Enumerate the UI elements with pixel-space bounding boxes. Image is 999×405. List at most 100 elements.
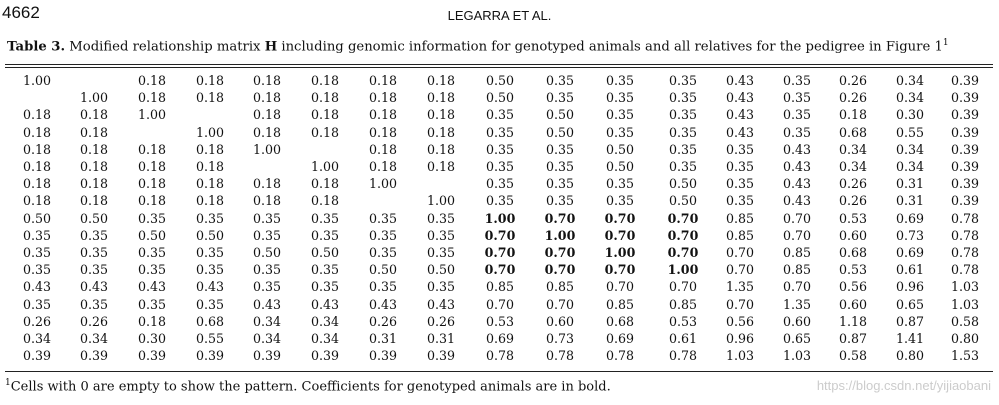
matrix-cell: 0.35 bbox=[545, 159, 575, 174]
matrix-cell: 0.39 bbox=[950, 193, 980, 209]
matrix-cell: 0.70 bbox=[668, 279, 698, 295]
matrix-cell: 0.78 bbox=[950, 227, 980, 243]
matrix-cell: 0.70 bbox=[725, 296, 755, 312]
matrix-cell: 0.61 bbox=[668, 331, 698, 346]
matrix-cell: 0.60 bbox=[838, 227, 868, 243]
matrix-cell: 0.43 bbox=[725, 90, 755, 106]
footnote-mark: 1 bbox=[942, 38, 949, 48]
matrix-cell: 0.53 bbox=[485, 313, 515, 329]
matrix-cell: 0.18 bbox=[79, 159, 109, 174]
matrix-cell: 0.43 bbox=[782, 176, 812, 192]
matrix-cell: 0.39 bbox=[79, 348, 109, 364]
matrix-cell: 0.78 bbox=[605, 348, 635, 364]
matrix-cell: 0.18 bbox=[426, 124, 456, 140]
matrix-cell: 1.00 bbox=[310, 159, 340, 174]
matrix-cell: 0.70 bbox=[725, 245, 755, 260]
matrix-cell: 0.65 bbox=[782, 331, 812, 346]
matrix-cell: 0.35 bbox=[195, 262, 225, 278]
matrix-cell: 0.18 bbox=[22, 107, 52, 123]
matrix-cell: 0.69 bbox=[605, 331, 635, 346]
matrix-cell: 0.31 bbox=[895, 176, 925, 192]
matrix-cell: 0.26 bbox=[838, 73, 868, 88]
matrix-cell: 0.70 bbox=[667, 245, 699, 260]
caption-text: including genomic information for genoty… bbox=[277, 39, 943, 55]
matrix-cell: 0.56 bbox=[725, 313, 755, 329]
caption: Table 3. Modified relationship matrix H … bbox=[7, 38, 949, 54]
matrix-cell: 0.18 bbox=[368, 73, 398, 88]
matrix-cell: 0.85 bbox=[782, 262, 812, 278]
matrix-cell: 0.34 bbox=[252, 313, 282, 329]
matrix-cell: 0.50 bbox=[485, 73, 515, 88]
matrix-cell: 0.18 bbox=[195, 141, 225, 157]
matrix-cell: 0.34 bbox=[252, 331, 282, 346]
matrix-cell: 0.35 bbox=[485, 124, 515, 140]
matrix-cell: 0.18 bbox=[137, 90, 167, 106]
matrix-cell: 0.43 bbox=[782, 159, 812, 174]
matrix-cell: 0.70 bbox=[484, 227, 516, 243]
matrix-cell: 0.35 bbox=[725, 159, 755, 174]
matrix-cell: 0.78 bbox=[545, 348, 575, 364]
matrix-cell: 0.18 bbox=[79, 124, 109, 140]
matrix-cell: 0.18 bbox=[137, 176, 167, 192]
matrix-cell: 0.58 bbox=[950, 313, 980, 329]
matrix-cell: 0.69 bbox=[895, 210, 925, 226]
matrix-cell: 0.18 bbox=[838, 107, 868, 123]
matrix-cell: 0.43 bbox=[252, 296, 282, 312]
matrix-cell: 0.18 bbox=[22, 141, 52, 157]
matrix-cell: 0.35 bbox=[368, 245, 398, 260]
matrix-cell: 0.43 bbox=[310, 296, 340, 312]
matrix-cell: 1.00 bbox=[195, 124, 225, 140]
matrix-cell: 0.85 bbox=[605, 296, 635, 312]
matrix-cell: 0.43 bbox=[22, 279, 52, 295]
matrix-cell: 0.85 bbox=[725, 227, 755, 243]
footnote-mark: 1 bbox=[5, 378, 11, 388]
matrix-cell: 0.96 bbox=[895, 279, 925, 295]
matrix-cell: 0.70 bbox=[782, 210, 812, 226]
matrix-cell: 0.39 bbox=[950, 73, 980, 88]
matrix-cell: 0.50 bbox=[426, 262, 456, 278]
footnote-text: Cells with 0 are empty to show the patte… bbox=[10, 379, 611, 395]
matrix-cell: 0.80 bbox=[895, 348, 925, 364]
caption-label: Table 3. bbox=[7, 39, 66, 55]
matrix-cell: 0.35 bbox=[79, 245, 109, 260]
matrix-cell: 0.68 bbox=[605, 313, 635, 329]
matrix-cell: 0.35 bbox=[195, 245, 225, 260]
matrix-cell: 0.70 bbox=[782, 227, 812, 243]
matrix-cell: 0.35 bbox=[782, 107, 812, 123]
matrix-cell: 0.18 bbox=[252, 176, 282, 192]
matrix-cell: 0.18 bbox=[252, 107, 282, 123]
matrix-cell: 0.35 bbox=[137, 262, 167, 278]
matrix-cell: 0.39 bbox=[950, 159, 980, 174]
matrix-cell: 0.69 bbox=[485, 331, 515, 346]
matrix-cell: 0.35 bbox=[668, 124, 698, 140]
matrix-cell: 0.35 bbox=[137, 296, 167, 312]
matrix-cell: 0.34 bbox=[895, 73, 925, 88]
matrix-cell: 1.00 bbox=[368, 176, 398, 192]
matrix-cell: 0.18 bbox=[310, 176, 340, 192]
matrix-cell: 0.35 bbox=[195, 210, 225, 226]
matrix-cell: 0.58 bbox=[838, 348, 868, 364]
matrix-cell: 0.35 bbox=[368, 210, 398, 226]
matrix-cell: 0.35 bbox=[485, 141, 515, 157]
matrix-cell: 0.26 bbox=[838, 90, 868, 106]
matrix-cell: 0.18 bbox=[195, 176, 225, 192]
matrix-cell: 0.35 bbox=[252, 279, 282, 295]
page-number: 4662 bbox=[2, 3, 40, 22]
matrix-cell: 0.35 bbox=[668, 107, 698, 123]
matrix-cell: 0.70 bbox=[604, 210, 636, 226]
matrix-cell: 0.18 bbox=[252, 90, 282, 106]
matrix-cell: 0.35 bbox=[22, 262, 52, 278]
matrix-cell: 0.39 bbox=[950, 107, 980, 123]
matrix-cell: 0.35 bbox=[545, 73, 575, 88]
matrix-cell: 0.35 bbox=[485, 107, 515, 123]
matrix-cell: 0.78 bbox=[950, 262, 980, 278]
matrix-cell: 0.70 bbox=[604, 227, 636, 243]
matrix-cell: 0.35 bbox=[725, 141, 755, 157]
matrix-cell: 0.18 bbox=[310, 90, 340, 106]
matrix-cell: 0.96 bbox=[725, 331, 755, 346]
matrix-cell: 0.56 bbox=[838, 279, 868, 295]
matrix-cell: 0.87 bbox=[838, 331, 868, 346]
matrix-cell: 0.34 bbox=[79, 331, 109, 346]
matrix-cell: 0.70 bbox=[782, 279, 812, 295]
matrix-cell: 0.35 bbox=[310, 279, 340, 295]
